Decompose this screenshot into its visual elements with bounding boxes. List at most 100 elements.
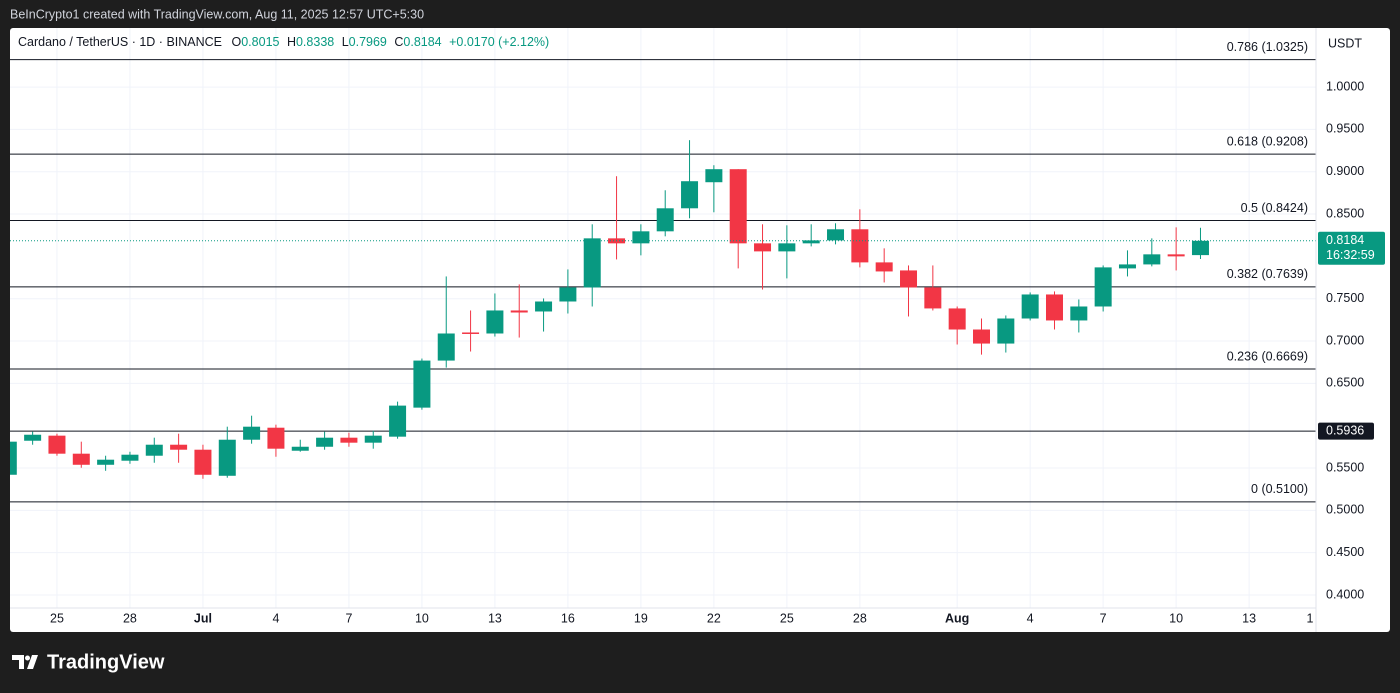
fib-label: 0.382 (0.7639)	[1227, 267, 1308, 281]
brand-logo	[12, 655, 38, 669]
x-tick-label: 25	[780, 611, 794, 625]
fib-label: 0.786 (1.0325)	[1227, 40, 1308, 54]
candle-body	[1118, 264, 1136, 269]
candle-body	[267, 427, 285, 449]
symbol: Cardano / TetherUS · 1D · BINANCE	[18, 35, 222, 49]
candle-body	[632, 231, 650, 244]
y-tick-label: 0.5000	[1326, 503, 1364, 517]
candle-body	[559, 287, 577, 302]
fib-label: 0 (0.5100)	[1251, 482, 1308, 496]
logo-dot	[25, 655, 30, 661]
candle-body	[900, 270, 918, 288]
brand: TradingView	[47, 651, 165, 673]
legend-key: L	[342, 35, 349, 49]
candle-body	[121, 454, 139, 461]
legend-value: 0.8338	[296, 35, 334, 49]
x-tick-label: 4	[1027, 611, 1034, 625]
y-tick-label: 0.5500	[1326, 460, 1364, 474]
candle-body	[924, 287, 942, 309]
candle-body	[1143, 254, 1161, 265]
candle-body	[72, 453, 90, 465]
y-tick-label: 0.9500	[1326, 122, 1364, 136]
price-tag-label: 0.5936	[1326, 423, 1364, 437]
candle-body	[681, 181, 699, 209]
candle-body	[218, 439, 236, 476]
y-tick-label: 0.7000	[1326, 333, 1364, 347]
candle-body	[1070, 306, 1088, 321]
last-price-label: 0.8184	[1326, 233, 1364, 247]
candle-body	[778, 243, 796, 252]
candle-body	[510, 310, 528, 313]
price-tag	[1318, 422, 1374, 440]
last-price-tag	[1318, 231, 1385, 265]
fib-label: 0.618 (0.9208)	[1227, 134, 1308, 148]
x-tick-label: 13	[1242, 611, 1256, 625]
candle-body	[243, 426, 261, 440]
legend-change: +0.0170 (+2.12%)	[449, 35, 549, 49]
chart-panel	[10, 28, 1390, 632]
legend-value: 0.8184	[403, 35, 441, 49]
candle-body	[802, 240, 820, 244]
y-tick-label: 0.7500	[1326, 291, 1364, 305]
y-tick-label: 1.0000	[1326, 79, 1364, 93]
legend-value: 0.8015	[241, 35, 279, 49]
x-tick-label: 28	[853, 611, 867, 625]
x-tick-label: 22	[707, 611, 721, 625]
candle-body	[10, 441, 17, 475]
x-tick-label: Jul	[194, 611, 212, 625]
currency: USDT	[1328, 36, 1362, 50]
candle-body	[729, 169, 747, 244]
fib-levels: 0.786 (1.0325) 0.618 (0.9208) 0.5 (0.8424)…	[10, 40, 1316, 503]
y-tick-label: 0.4000	[1326, 587, 1364, 601]
candle-body	[437, 333, 455, 361]
candle-body	[656, 208, 674, 232]
legend-value: 0.7969	[349, 35, 387, 49]
candle-body	[705, 169, 723, 183]
x-tick-label: 19	[634, 611, 648, 625]
candle-body	[145, 444, 163, 456]
candle-body	[291, 446, 309, 451]
legend-key: H	[287, 35, 296, 49]
legend-key: O	[232, 35, 242, 49]
candle-body	[194, 449, 212, 475]
logo-icon	[12, 655, 38, 669]
candle-body	[973, 329, 990, 344]
x-tick-label: 7	[345, 611, 352, 625]
x-tick-label: 7	[1100, 611, 1107, 625]
candle-body	[1191, 240, 1209, 256]
y-tick-label: 0.8500	[1326, 206, 1364, 220]
y-tick-label: 0.6500	[1326, 376, 1364, 390]
candle-body	[462, 332, 480, 334]
candle-body	[364, 435, 382, 443]
x-tick-label: 1	[1307, 611, 1314, 625]
x-tick-label: Aug	[945, 611, 969, 625]
candle-body	[754, 243, 772, 252]
candles	[10, 140, 1316, 479]
candle-body	[389, 405, 407, 437]
candle-body	[1094, 267, 1112, 307]
candle-body	[340, 437, 358, 443]
x-tick-label: 10	[1169, 611, 1183, 625]
candle-body	[170, 444, 188, 450]
candle-body	[97, 459, 115, 465]
candle-body	[24, 434, 42, 441]
attribution: BeInCrypto1 created with TradingView.com…	[10, 7, 424, 21]
candle-body	[1167, 254, 1185, 257]
x-tick-label: 28	[123, 611, 137, 625]
candle-body	[948, 308, 966, 330]
candle-body	[583, 238, 601, 288]
fib-label: 0.236 (0.6669)	[1227, 349, 1308, 363]
candle-body	[997, 318, 1015, 344]
candle-body	[1021, 294, 1039, 319]
candle-body	[1045, 294, 1063, 321]
x-tick-label: 16	[561, 611, 575, 625]
x-tick-label: 25	[50, 611, 64, 625]
axes: 1.0000 0.9500 0.9000 0.8500 0.7500 0.7000 0.65…	[50, 79, 1385, 625]
x-tick-label: 10	[415, 611, 429, 625]
candle-body	[48, 435, 66, 454]
x-tick-label: 4	[272, 611, 279, 625]
legend: Cardano / TetherUS · 1D · BINANCE O0.801…	[18, 35, 549, 49]
fib-label: 0.5 (0.8424)	[1241, 201, 1308, 215]
y-tick-label: 0.9000	[1326, 164, 1364, 178]
